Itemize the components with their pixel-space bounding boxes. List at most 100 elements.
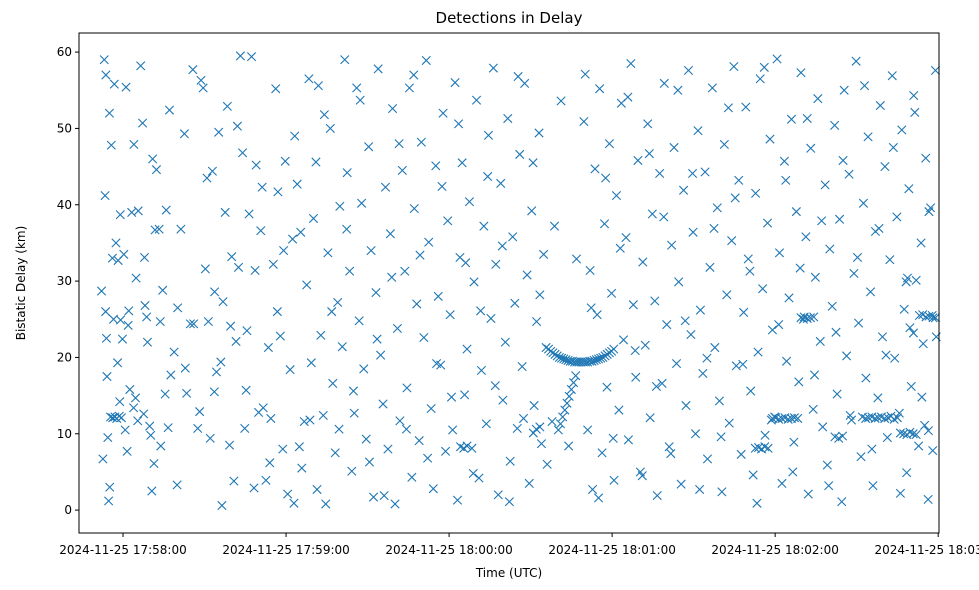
- data-point: [536, 439, 547, 449]
- data-point: [160, 389, 170, 399]
- data-point: [313, 81, 323, 91]
- data-point: [275, 331, 285, 341]
- data-point: [576, 357, 586, 367]
- data-point: [496, 178, 506, 188]
- data-point: [690, 429, 701, 439]
- data-point: [604, 139, 614, 149]
- data-point: [789, 437, 799, 447]
- data-point: [680, 316, 690, 326]
- data-point: [618, 335, 629, 345]
- data-point: [809, 312, 819, 322]
- data-point: [765, 134, 775, 144]
- data-point: [140, 300, 150, 311]
- data-point: [467, 443, 477, 453]
- data-point: [294, 442, 304, 452]
- data-point: [220, 207, 230, 217]
- data-point: [693, 126, 703, 136]
- data-point: [446, 392, 457, 402]
- data-point: [736, 449, 746, 459]
- data-point: [306, 358, 316, 368]
- data-point: [822, 460, 832, 470]
- data-point: [859, 81, 870, 91]
- data-point: [914, 441, 924, 451]
- data-point: [566, 384, 576, 395]
- data-point: [461, 258, 471, 268]
- data-point: [476, 365, 487, 375]
- data-point: [930, 313, 941, 323]
- data-point: [534, 128, 544, 138]
- data-point: [655, 168, 665, 179]
- data-point: [628, 300, 638, 310]
- data-point: [122, 446, 132, 456]
- data-point: [529, 400, 539, 411]
- data-point: [278, 444, 288, 454]
- data-point: [759, 62, 769, 72]
- data-point: [486, 313, 496, 324]
- data-point: [745, 266, 755, 276]
- data-point: [593, 493, 604, 503]
- data-point: [312, 484, 322, 495]
- data-point: [106, 140, 116, 150]
- data-point: [101, 307, 111, 317]
- data-point: [296, 227, 306, 237]
- data-point: [802, 113, 812, 124]
- data-point: [510, 298, 520, 308]
- data-point: [490, 381, 500, 391]
- data-point: [709, 223, 719, 234]
- data-point: [383, 444, 393, 454]
- data-point: [148, 154, 158, 164]
- data-point: [729, 61, 739, 72]
- data-point: [180, 363, 190, 373]
- data-point: [755, 74, 765, 84]
- data-point: [657, 378, 667, 388]
- data-point: [923, 426, 933, 436]
- data-point: [354, 316, 364, 326]
- data-point: [400, 266, 410, 276]
- data-point: [99, 55, 109, 65]
- data-point: [798, 314, 808, 324]
- data-point: [873, 393, 883, 403]
- data-point: [103, 432, 113, 443]
- x-axis-ticks: 2024-11-25 17:58:00 2024-11-25 17:59:00 20…: [59, 533, 979, 557]
- data-point: [752, 498, 762, 508]
- data-point: [409, 70, 419, 80]
- data-point: [421, 55, 431, 66]
- data-point: [571, 254, 582, 264]
- data-point: [133, 416, 143, 426]
- data-point: [596, 353, 606, 363]
- data-point: [571, 371, 581, 381]
- data-point: [173, 303, 183, 313]
- data-point: [380, 182, 391, 192]
- y-tick-label: 50: [57, 121, 72, 135]
- data-point: [809, 370, 820, 380]
- data-point: [193, 423, 203, 434]
- data-point: [659, 78, 669, 88]
- data-point: [229, 476, 239, 486]
- data-point: [794, 377, 804, 387]
- y-tick-label: 60: [57, 45, 72, 59]
- data-point: [115, 397, 125, 407]
- data-point: [198, 83, 208, 93]
- data-point: [280, 156, 290, 166]
- data-point: [166, 370, 176, 380]
- data-point: [305, 415, 315, 425]
- data-point: [131, 273, 141, 283]
- data-point: [621, 232, 631, 243]
- data-point: [852, 252, 863, 263]
- data-point: [241, 385, 251, 395]
- data-point: [318, 410, 328, 421]
- data-point: [101, 333, 112, 343]
- data-point: [137, 118, 148, 128]
- data-point: [419, 332, 429, 343]
- data-point: [150, 225, 160, 235]
- data-point: [105, 482, 115, 492]
- data-point: [606, 288, 617, 298]
- data-point: [849, 268, 859, 279]
- data-point: [738, 359, 748, 369]
- data-point: [431, 161, 441, 171]
- data-point: [249, 483, 259, 493]
- data-point: [904, 184, 914, 194]
- data-point: [564, 391, 574, 401]
- data-point: [910, 107, 920, 117]
- data-point: [921, 153, 931, 163]
